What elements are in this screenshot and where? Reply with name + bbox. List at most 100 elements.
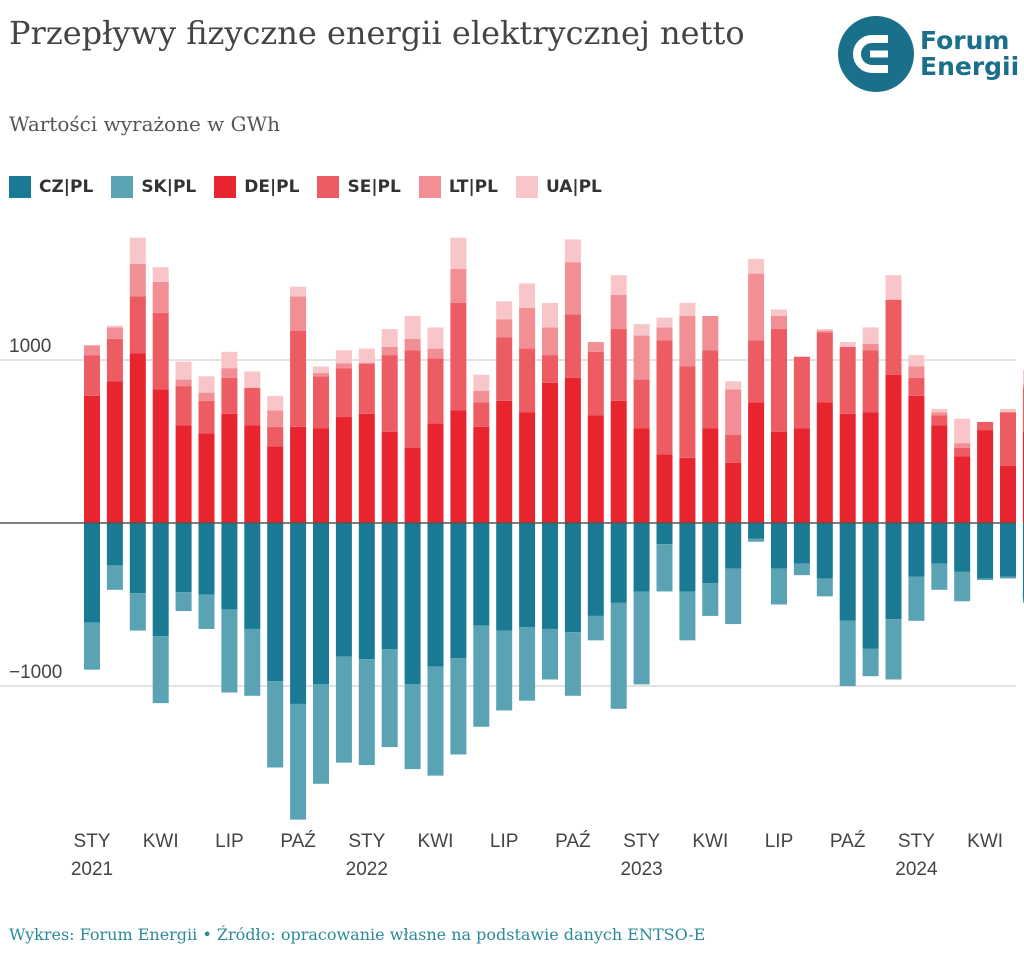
bar-segment — [267, 395, 284, 411]
bar-segment — [1000, 408, 1016, 413]
bar-segment — [1022, 523, 1024, 600]
bar-segment — [1000, 465, 1016, 523]
forum-energii-logo[interactable]: Forum Energii — [836, 14, 1019, 94]
bar-segment — [862, 350, 879, 413]
bar-segment — [175, 379, 192, 387]
legend-item[interactable]: DE|PL — [214, 176, 299, 198]
bar-segment — [862, 327, 879, 344]
bar-segment — [793, 356, 810, 429]
bar-segment — [221, 377, 238, 414]
bar-segment — [496, 400, 513, 523]
legend-swatch — [214, 176, 237, 198]
bar-segment — [816, 332, 833, 403]
bar-segment — [335, 523, 352, 657]
bar-segment — [679, 457, 696, 523]
bar-segment — [404, 684, 421, 770]
bar-segment — [358, 413, 375, 523]
bar-segment — [473, 374, 490, 391]
bar-segment — [221, 351, 238, 369]
bar-segment — [564, 523, 581, 633]
bar-segment — [908, 576, 925, 621]
bar-segment — [587, 342, 604, 352]
bar-segment — [450, 410, 467, 523]
bar-segment — [152, 267, 169, 282]
x-tick-label: LIP — [490, 831, 519, 852]
x-tick-label: PAŹ — [555, 831, 591, 852]
bar-segment — [908, 395, 925, 523]
x-tick-label: PAŹ — [280, 831, 316, 852]
bar-segment — [290, 703, 307, 820]
bar-segment — [931, 563, 948, 590]
bar-segment — [633, 523, 650, 592]
bar-segment — [679, 315, 696, 367]
x-tick-label: STY — [898, 831, 935, 852]
x-tick-label: STY — [623, 831, 660, 852]
legend-item[interactable]: SE|PL — [317, 176, 401, 198]
legend-item[interactable]: CZ|PL — [9, 176, 93, 198]
bar-segment — [771, 315, 787, 330]
bar-segment — [427, 358, 444, 424]
bar-segment — [335, 656, 352, 763]
bar-segment — [702, 315, 719, 351]
bar-segment — [404, 315, 421, 339]
bar-segment — [564, 239, 581, 263]
bar-segment — [931, 425, 948, 523]
bar-segment — [84, 523, 100, 623]
bar-segment — [656, 544, 673, 592]
bar-segment — [404, 448, 421, 523]
x-tick-label: KWI — [143, 831, 179, 852]
bar-segment — [381, 523, 398, 650]
bar-segment — [1000, 523, 1016, 577]
bar-segment — [885, 523, 902, 620]
bar-segment — [106, 327, 123, 339]
x-tick-label: PAŹ — [830, 831, 866, 852]
bar-segment — [152, 281, 169, 313]
bar-segment — [587, 523, 604, 616]
legend-label: SE|PL — [347, 177, 401, 197]
bar-segment — [404, 350, 421, 449]
bar-segment — [816, 330, 833, 333]
bar-segment — [977, 430, 994, 523]
bar-segment — [129, 593, 146, 631]
bar-segment — [496, 337, 513, 401]
bar-segment — [908, 366, 925, 378]
bar-segment — [702, 523, 719, 584]
bar-segment — [725, 568, 742, 625]
bar-segment — [152, 523, 169, 637]
legend-swatch — [317, 176, 340, 198]
bar-segment — [542, 382, 558, 523]
bar-segment — [748, 402, 765, 523]
bar-segment — [519, 412, 536, 523]
legend-item[interactable]: UA|PL — [515, 176, 602, 198]
legend-item[interactable]: LT|PL — [418, 176, 498, 198]
bar-segment — [564, 314, 581, 378]
bar-segment — [839, 523, 856, 621]
bar-segment — [908, 355, 925, 367]
bar-segment — [679, 366, 696, 458]
bar-segment — [335, 368, 352, 418]
bar-segment — [931, 412, 948, 416]
bar-segment — [496, 301, 513, 320]
bar-segment — [564, 377, 581, 523]
bar-segment — [679, 523, 696, 592]
bar-segment — [106, 523, 123, 566]
bar-segment — [198, 594, 215, 629]
bar-segment — [244, 425, 261, 523]
bar-segment — [610, 602, 627, 709]
bar-segment — [885, 275, 902, 300]
bar-segment — [862, 412, 879, 523]
bar-segment — [1000, 412, 1016, 466]
bar-segment — [633, 591, 650, 685]
bar-segment — [1022, 384, 1024, 388]
bar-segment — [198, 392, 215, 401]
legend-item[interactable]: SK|PL — [111, 176, 196, 198]
bar-segment — [175, 386, 192, 426]
bar-segment — [221, 368, 238, 378]
bar-segment — [1022, 431, 1024, 523]
bar-segment — [954, 448, 971, 457]
chart-legend: CZ|PL SK|PL DE|PL SE|PL LT|PL UA|PL — [9, 176, 602, 198]
legend-swatch — [418, 176, 441, 198]
bar-segment — [633, 335, 650, 380]
bar-segment — [313, 428, 329, 523]
bar-segment — [244, 523, 261, 629]
